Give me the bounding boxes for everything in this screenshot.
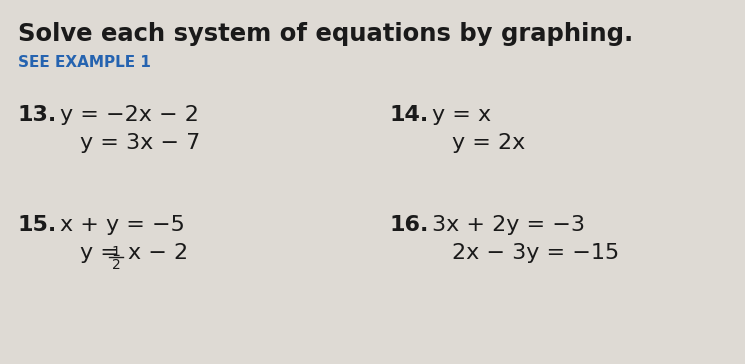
Text: 15.: 15. bbox=[18, 215, 57, 235]
Text: y =: y = bbox=[80, 243, 126, 263]
Text: 1: 1 bbox=[112, 245, 121, 259]
Text: 2x − 3y = −15: 2x − 3y = −15 bbox=[452, 243, 619, 263]
Text: 13.: 13. bbox=[18, 105, 57, 125]
Text: 16.: 16. bbox=[390, 215, 429, 235]
Text: Solve each system of equations by graphing.: Solve each system of equations by graphi… bbox=[18, 22, 633, 46]
Text: y = 3x − 7: y = 3x − 7 bbox=[80, 133, 200, 153]
Text: y = x: y = x bbox=[432, 105, 491, 125]
Text: 3x + 2y = −3: 3x + 2y = −3 bbox=[432, 215, 585, 235]
Text: y = 2x: y = 2x bbox=[452, 133, 525, 153]
Text: 14.: 14. bbox=[390, 105, 429, 125]
Text: 2: 2 bbox=[112, 258, 121, 272]
Text: x + y = −5: x + y = −5 bbox=[60, 215, 185, 235]
Text: SEE EXAMPLE 1: SEE EXAMPLE 1 bbox=[18, 55, 151, 70]
Text: y = −2x − 2: y = −2x − 2 bbox=[60, 105, 199, 125]
Text: x − 2: x − 2 bbox=[128, 243, 188, 263]
